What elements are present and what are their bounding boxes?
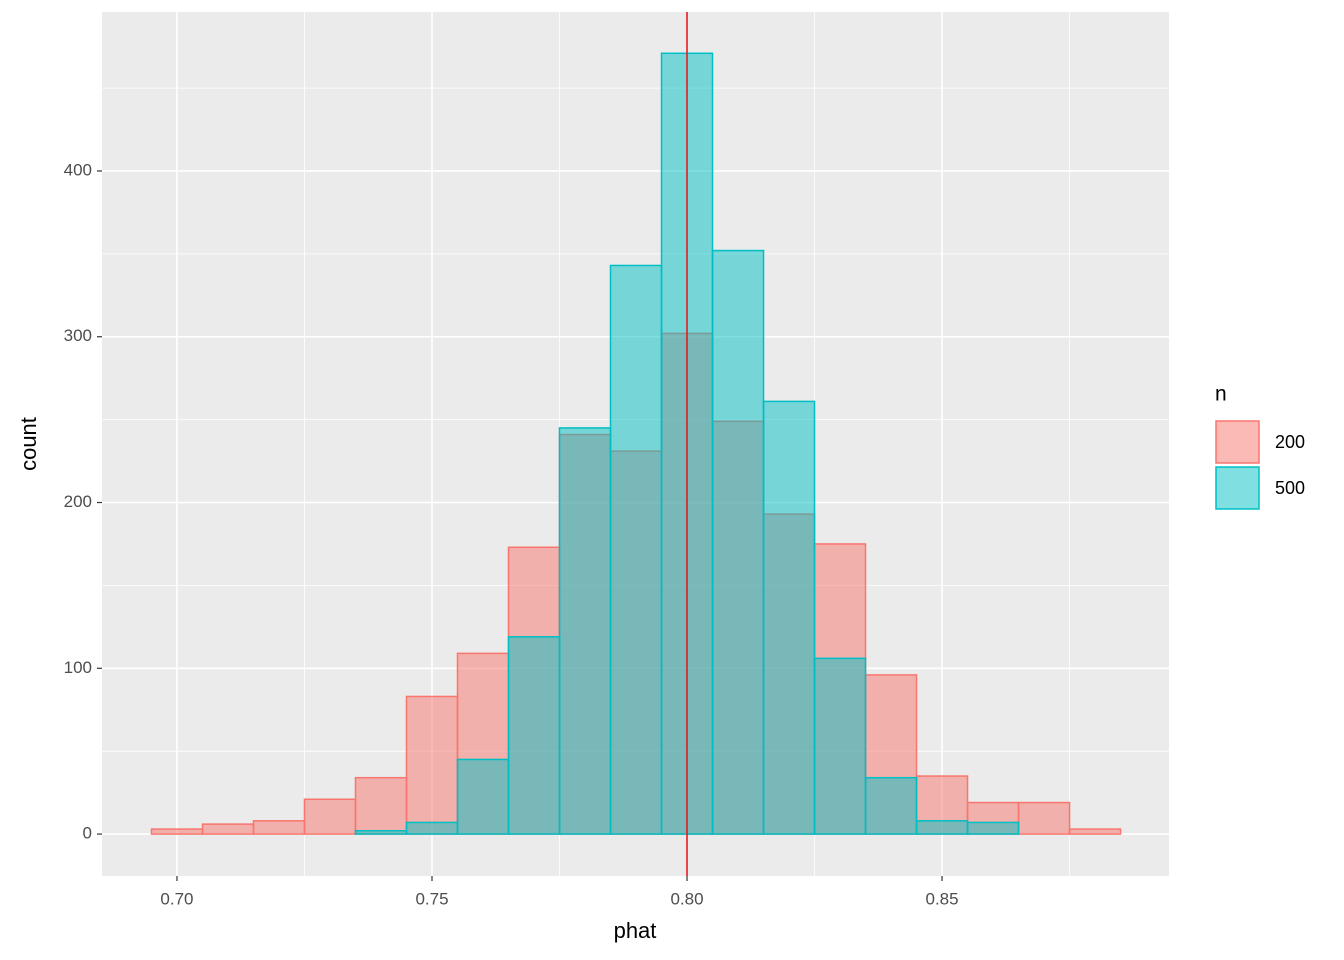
x-tick-label: 0.75 [415, 889, 448, 908]
bar [813, 657, 867, 835]
bar [354, 829, 408, 835]
bar [354, 776, 408, 835]
y-axis-title: count [16, 417, 41, 471]
bar [405, 695, 459, 835]
bar [762, 400, 816, 835]
legend-label: 500 [1275, 478, 1305, 498]
bars [150, 52, 1122, 835]
bar [150, 828, 204, 835]
legend-label: 200 [1275, 432, 1305, 452]
bar [303, 798, 357, 835]
bar [864, 776, 918, 835]
bar [558, 427, 612, 835]
x-tick-label: 0.70 [160, 889, 193, 908]
legend-title: n [1215, 383, 1227, 406]
bar [405, 821, 459, 835]
bar [507, 636, 561, 835]
bar [1017, 801, 1071, 835]
y-tick-label: 100 [64, 658, 92, 677]
y-tick-label: 0 [83, 824, 92, 843]
x-tick-label: 0.80 [670, 889, 703, 908]
legend-key [1215, 420, 1260, 464]
bar [252, 820, 306, 835]
bar [1068, 828, 1122, 835]
x-tick-label: 0.85 [925, 889, 958, 908]
y-tick-label: 400 [64, 160, 92, 179]
bar [456, 758, 510, 835]
x-axis-title: phat [614, 918, 657, 943]
bar [609, 264, 663, 835]
y-tick-label: 300 [64, 326, 92, 345]
bar [966, 821, 1020, 835]
y-tick-label: 200 [64, 492, 92, 511]
bar [915, 820, 969, 835]
bar [711, 249, 765, 835]
bar [201, 823, 255, 835]
legend-key [1215, 466, 1260, 510]
